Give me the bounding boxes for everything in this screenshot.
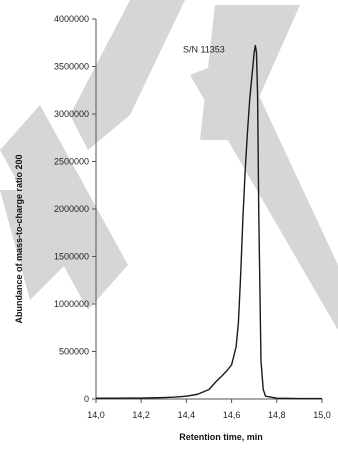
y-tick-label: 0	[84, 394, 89, 404]
watermark-logo	[0, 0, 338, 330]
x-tick-label: 14,8	[268, 410, 286, 420]
series-line	[95, 44, 323, 400]
y-axis-title: Abundance of mass-to-charge ratio 200	[14, 154, 24, 323]
y-tick-label: 3000000	[54, 109, 89, 119]
y-tick-label: 1500000	[54, 252, 89, 262]
x-tick-label: 14,4	[178, 410, 196, 420]
y-tick-label: 2500000	[54, 157, 89, 167]
x-axis-title: Retention time, min	[179, 432, 263, 442]
y-tick-label: 1000000	[54, 299, 89, 309]
x-tick-label: 14,6	[223, 410, 241, 420]
x-tick-label: 14,2	[132, 410, 150, 420]
y-tick-label: 2000000	[54, 204, 89, 214]
y-tick-label: 3500000	[54, 62, 89, 72]
y-tick-label: 4000000	[54, 14, 89, 24]
y-tick-label: 500000	[59, 347, 89, 357]
x-tick-label: 15,0	[313, 410, 331, 420]
signal-to-noise-annotation: S/N 11353	[183, 44, 225, 54]
x-tick-label: 14,0	[87, 410, 105, 420]
